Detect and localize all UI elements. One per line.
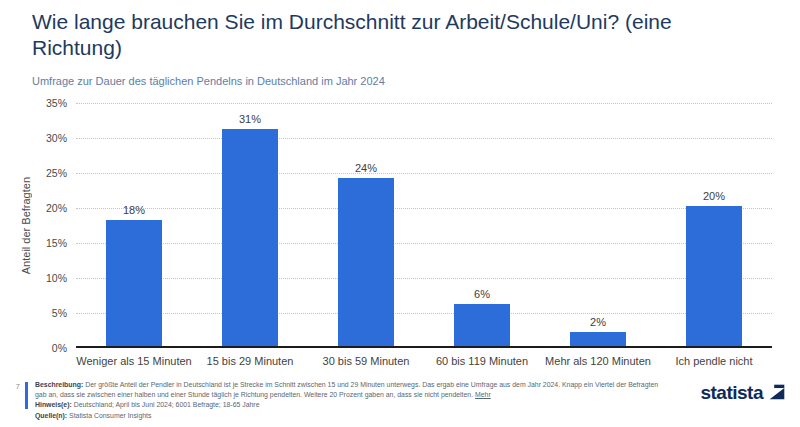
- footer-description: Beschreibung: Der größte Anteil der Pend…: [35, 380, 666, 401]
- description-label: Beschreibung:: [35, 381, 83, 388]
- statista-logo-icon: [768, 383, 786, 401]
- bar-value-label: 2%: [590, 316, 606, 328]
- chart-header: Wie lange brauchen Sie im Durchschnitt z…: [0, 0, 800, 87]
- bar[interactable]: [338, 178, 394, 346]
- bar-chart: Anteil der Befragten 0% 5% 10% 15% 20% 25% 30%…: [18, 103, 772, 367]
- statista-chart-slide: Wie lange brauchen Sie im Durchschnitt z…: [0, 0, 800, 427]
- bar-slot: 18%: [76, 103, 192, 346]
- statista-logo: statista: [700, 383, 786, 402]
- bar-value-label: 20%: [703, 190, 725, 202]
- footer-hints: Hinweis(e): Deutschland; April bis Juni …: [35, 400, 666, 410]
- footer-source: Quelle(n): Statista Consumer Insights: [35, 411, 666, 421]
- x-category-label: 60 bis 119 Minuten: [424, 355, 540, 367]
- y-axis-title: Anteil der Befragten: [20, 177, 32, 274]
- y-axis-ticks: 0%5%10%15%20%25%30%35%: [34, 103, 76, 348]
- y-tick-label: 15%: [46, 237, 67, 249]
- bar-value-label: 24%: [355, 162, 377, 174]
- x-category-label: 15 bis 29 Minuten: [192, 355, 308, 367]
- plot-area: 18% 31% 24% 6% 2% 20%: [76, 103, 772, 348]
- y-tick-label: 30%: [46, 132, 67, 144]
- bar-slot: 24%: [308, 103, 424, 346]
- more-link[interactable]: Mehr: [475, 391, 491, 398]
- y-tick-label: 20%: [46, 202, 67, 214]
- page-subtitle: Umfrage zur Dauer des täglichen Pendelns…: [32, 75, 768, 87]
- bar-value-label: 18%: [123, 204, 145, 216]
- bar-value-label: 6%: [474, 288, 490, 300]
- y-tick-label: 5%: [52, 307, 67, 319]
- x-category-label: Ich pendle nicht: [656, 355, 772, 367]
- bar-slot: 2%: [540, 103, 656, 346]
- y-tick-label: 25%: [46, 167, 67, 179]
- bars-container: 18% 31% 24% 6% 2% 20%: [76, 103, 772, 346]
- x-category-label: Weniger als 15 Minuten: [76, 355, 192, 367]
- footer: 7 Beschreibung: Der größte Anteil der Pe…: [6, 380, 786, 421]
- x-category-label: 30 bis 59 Minuten: [308, 355, 424, 367]
- x-axis-labels: Weniger als 15 Minuten15 bis 29 Minuten3…: [76, 348, 772, 367]
- bar[interactable]: [570, 332, 626, 346]
- y-tick-label: 0%: [52, 342, 67, 354]
- bar[interactable]: [222, 129, 278, 346]
- bar[interactable]: [686, 206, 742, 346]
- bar[interactable]: [454, 304, 510, 346]
- footer-notes: Beschreibung: Der größte Anteil der Pend…: [35, 380, 666, 421]
- bar-value-label: 31%: [239, 113, 261, 125]
- bar-slot: 20%: [656, 103, 772, 346]
- y-tick-label: 35%: [46, 97, 67, 109]
- bar-slot: 31%: [192, 103, 308, 346]
- bar[interactable]: [106, 220, 162, 346]
- y-tick-label: 10%: [46, 272, 67, 284]
- source-label: Quelle(n):: [35, 412, 67, 419]
- page-title: Wie lange brauchen Sie im Durchschnitt z…: [32, 9, 747, 62]
- hints-label: Hinweis(e):: [35, 401, 72, 408]
- x-category-label: Mehr als 120 Minuten: [540, 355, 656, 367]
- bar-slot: 6%: [424, 103, 540, 346]
- hints-text: Deutschland; April bis Juni 2024; 6001 B…: [74, 401, 260, 408]
- page-number: 7: [6, 382, 20, 392]
- description-text: Der größte Anteil der Pendler in Deutsch…: [35, 381, 658, 398]
- page-marker-bar: [25, 382, 28, 409]
- source-text: Statista Consumer Insights: [69, 412, 151, 419]
- statista-logo-text: statista: [700, 383, 763, 402]
